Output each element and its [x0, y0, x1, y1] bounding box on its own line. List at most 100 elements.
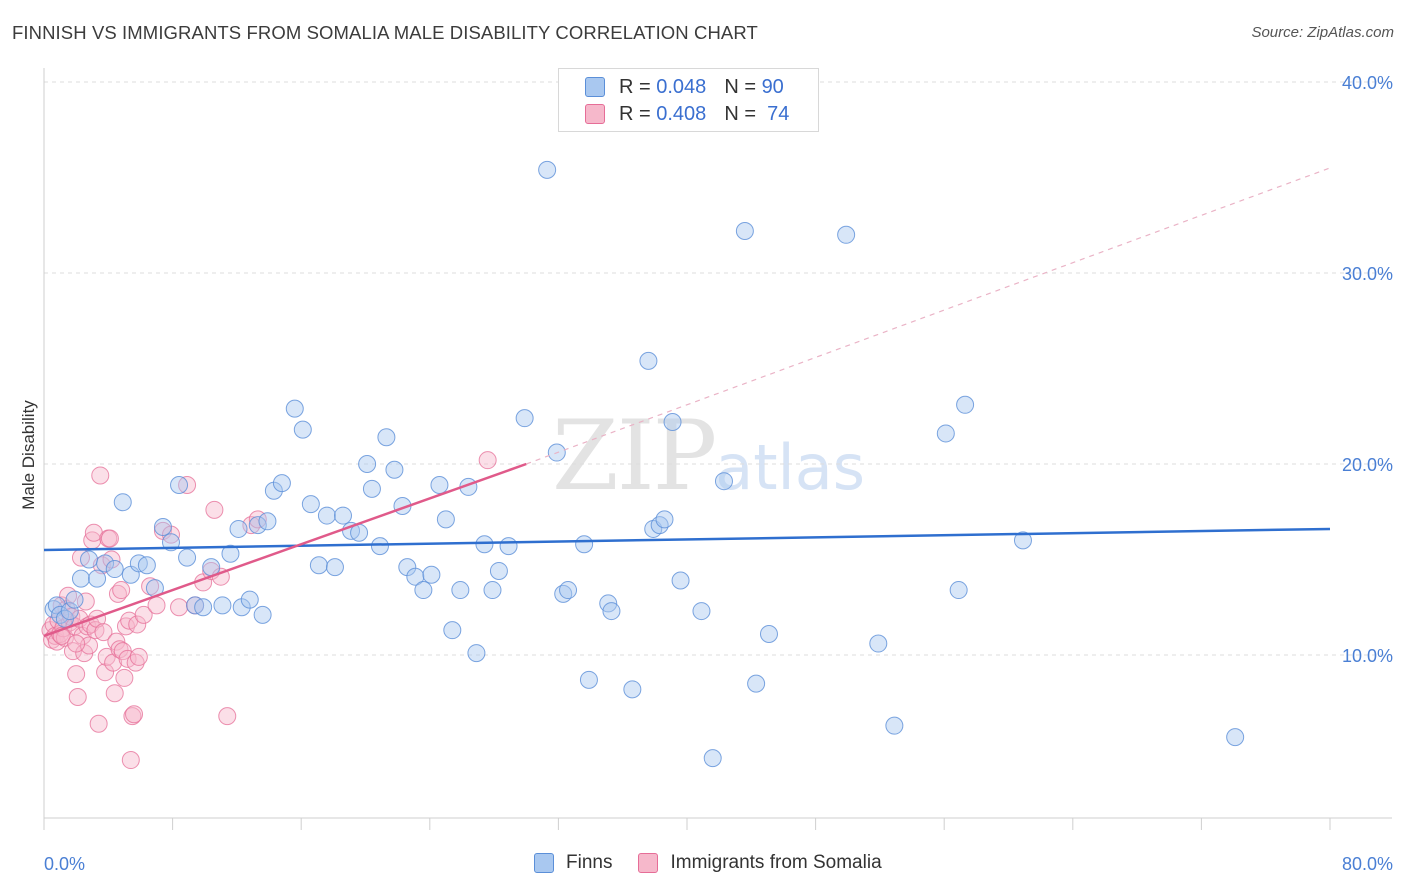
finns-point	[451, 581, 470, 600]
somalia-point	[218, 707, 237, 726]
somalia-point	[89, 714, 108, 733]
finns-point	[579, 670, 598, 689]
finns-point	[692, 602, 711, 621]
somalia-point	[112, 581, 131, 600]
legend-row-finns: R = 0.048 N = 90	[585, 74, 784, 100]
watermark-atlas: atlas	[715, 431, 866, 504]
finns-point	[301, 495, 320, 514]
finns-point	[80, 550, 99, 569]
somalia-point	[121, 751, 140, 770]
somalia-point	[91, 466, 110, 485]
legend-r-value: 0.048	[656, 75, 707, 98]
finns-point	[240, 590, 259, 609]
somalia-swatch	[585, 104, 605, 124]
legend-n-label: N =	[724, 75, 756, 98]
finns-point	[639, 351, 658, 370]
legend-label-somalia: Immigrants from Somalia	[670, 852, 882, 873]
finns-point	[443, 621, 462, 640]
finns-point	[333, 506, 352, 525]
finns-point	[436, 510, 455, 529]
finns-point	[96, 554, 115, 573]
x-tick-label: 80.0%	[1342, 854, 1393, 874]
finns-point	[671, 571, 690, 590]
finns-point	[377, 428, 396, 447]
finns-point	[655, 510, 674, 529]
finns-point	[559, 581, 578, 600]
somalia-point	[128, 615, 147, 634]
finns-point	[258, 512, 277, 531]
finns-point	[358, 455, 377, 473]
finns-point	[153, 518, 172, 537]
finns-point	[221, 544, 240, 563]
y-axis-label: Male Disability	[19, 400, 38, 510]
finns-point	[956, 395, 975, 414]
legend-r-value: 0.408	[656, 102, 707, 125]
series-legend: Finns Immigrants from Somalia	[534, 852, 908, 874]
finns-point	[71, 569, 90, 588]
watermark: ZIPatlas	[552, 400, 865, 512]
somalia-point	[170, 598, 189, 617]
somalia-point	[116, 617, 135, 636]
finns-point	[293, 420, 312, 439]
finns-point	[248, 516, 267, 535]
legend-n-value: 90	[761, 75, 784, 98]
finns-swatch	[585, 77, 605, 97]
somalia-point	[205, 500, 224, 519]
finns-point	[467, 644, 486, 663]
finns-point	[213, 596, 232, 615]
somalia-point	[115, 668, 134, 687]
finns-point	[747, 674, 766, 693]
somalia-point	[94, 623, 113, 642]
finns-point	[170, 476, 189, 495]
finns-point	[430, 476, 449, 495]
legend-r-label: R =	[619, 75, 651, 98]
finns-point	[475, 535, 494, 554]
finns-point	[65, 590, 84, 609]
somalia-point	[67, 665, 86, 684]
finns-point	[1226, 728, 1245, 747]
finns-point	[483, 581, 502, 600]
finns-point	[714, 472, 733, 491]
finns-point	[370, 537, 389, 556]
legend-item-finns: Finns	[534, 852, 612, 874]
finns-point	[489, 561, 508, 580]
finns-point	[663, 412, 682, 431]
finns-point	[837, 225, 856, 244]
finns-point	[406, 567, 425, 586]
somalia-point	[129, 647, 148, 666]
finns-point	[650, 516, 669, 535]
finns-point	[325, 558, 344, 577]
finns-point	[194, 598, 213, 617]
finns-point	[178, 548, 197, 567]
y-tick-label: 40.0%	[1342, 73, 1393, 93]
legend-n-label: N =	[724, 102, 756, 125]
somalia-point	[67, 634, 86, 653]
correlation-legend: R = 0.048 N = 90 R = 0.408 N = 74	[558, 68, 819, 132]
watermark-zip: ZIP	[552, 400, 717, 512]
trend-lines	[43, 167, 1331, 638]
somalia-point	[76, 592, 95, 611]
somalia-point	[126, 653, 145, 672]
x-tick-label: 0.0%	[44, 854, 85, 874]
finns-point	[623, 680, 642, 699]
somalia-trend-line	[43, 462, 527, 638]
y-tick-label: 30.0%	[1342, 264, 1393, 284]
axis-layer	[43, 68, 1392, 830]
finns-point	[422, 565, 441, 584]
finns-point	[309, 556, 328, 575]
finns-point	[538, 160, 557, 179]
somalia-trend-extension	[526, 167, 1331, 465]
chart-title: FINNISH VS IMMIGRANTS FROM SOMALIA MALE …	[12, 22, 758, 43]
finns-point	[575, 535, 594, 554]
finns-points	[44, 160, 1245, 768]
somalia-point	[68, 688, 87, 707]
finns-point	[949, 581, 968, 600]
finns-point	[1013, 531, 1032, 550]
legend-n-value: 74	[767, 102, 790, 125]
y-tick-label: 10.0%	[1342, 646, 1393, 666]
finns-point	[113, 493, 132, 512]
legend-row-somalia: R = 0.408 N = 74	[585, 101, 789, 127]
finns-point	[272, 474, 291, 493]
finns-point	[735, 221, 754, 240]
grid-layer	[44, 81, 1392, 656]
